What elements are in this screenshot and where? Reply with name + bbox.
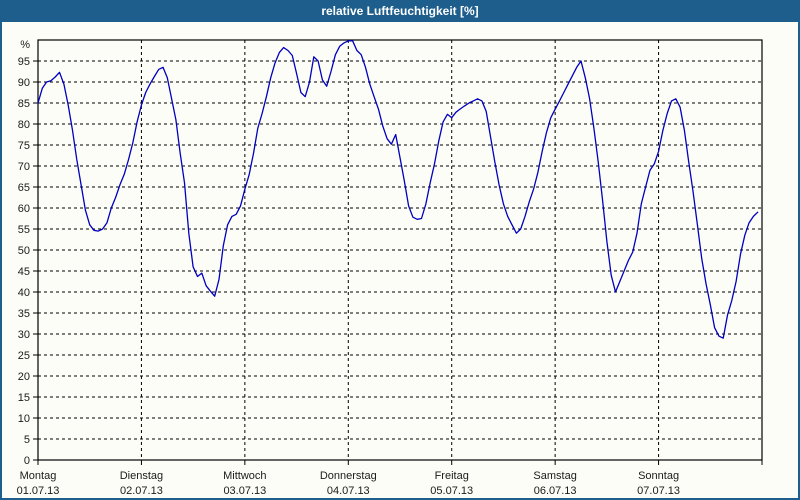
- y-axis-unit-label: %: [20, 39, 30, 51]
- x-day-date-label: 05.07.13: [430, 485, 473, 497]
- x-day-date-label: 02.07.13: [120, 485, 163, 497]
- x-day-name-label: Samstag: [533, 470, 576, 482]
- y-tick-label: 40: [18, 287, 30, 299]
- window-title-bar: relative Luftfeuchtigkeit [%]: [2, 0, 798, 22]
- x-day-name-label: Donnerstag: [320, 470, 377, 482]
- x-day-date-label: 07.07.13: [637, 485, 680, 497]
- y-tick-label: 60: [18, 203, 30, 215]
- humidity-line-chart: 0 5 10 15 20 25 30 35 40 45 50 55 60 65 70 75 80 85 90 95% M…: [17, 39, 763, 497]
- x-day-name-label: Sonntag: [638, 470, 679, 482]
- chart-title: relative Luftfeuchtigkeit [%]: [321, 4, 479, 18]
- y-tick-label: 35: [18, 308, 30, 320]
- y-tick-label: 80: [18, 119, 30, 131]
- x-day-date-label: 06.07.13: [534, 485, 577, 497]
- x-day-date-label: 04.07.13: [327, 485, 370, 497]
- chart-area: 0 5 10 15 20 25 30 35 40 45 50 55 60 65 70 75 80 85 90 95% M…: [2, 22, 798, 498]
- y-tick-label: 85: [18, 98, 30, 110]
- y-tick-label: 30: [18, 329, 30, 341]
- x-day-date-label: 03.07.13: [223, 485, 266, 497]
- y-tick-label: 20: [18, 371, 30, 383]
- y-tick-label: 10: [18, 413, 30, 425]
- y-tick-label: 90: [18, 77, 30, 89]
- y-tick-label: 55: [18, 224, 30, 236]
- y-tick-label: 50: [18, 245, 30, 257]
- x-day-name-label: Freitag: [435, 470, 469, 482]
- humidity-series-line: [37, 40, 759, 339]
- x-day-date-label: 01.07.13: [17, 485, 60, 497]
- y-tick-label: 25: [18, 350, 30, 362]
- y-tick-label: 0: [24, 455, 30, 467]
- y-tick-label: 95: [18, 56, 30, 68]
- y-tick-label: 15: [18, 392, 30, 404]
- y-tick-label: 70: [18, 161, 30, 173]
- x-day-name-label: Dienstag: [120, 470, 163, 482]
- y-tick-label: 45: [18, 266, 30, 278]
- y-tick-label: 75: [18, 140, 30, 152]
- y-tick-label: 65: [18, 182, 30, 194]
- x-day-name-label: Montag: [20, 470, 57, 482]
- y-tick-label: 5: [24, 434, 30, 446]
- x-day-name-label: Mittwoch: [223, 470, 266, 482]
